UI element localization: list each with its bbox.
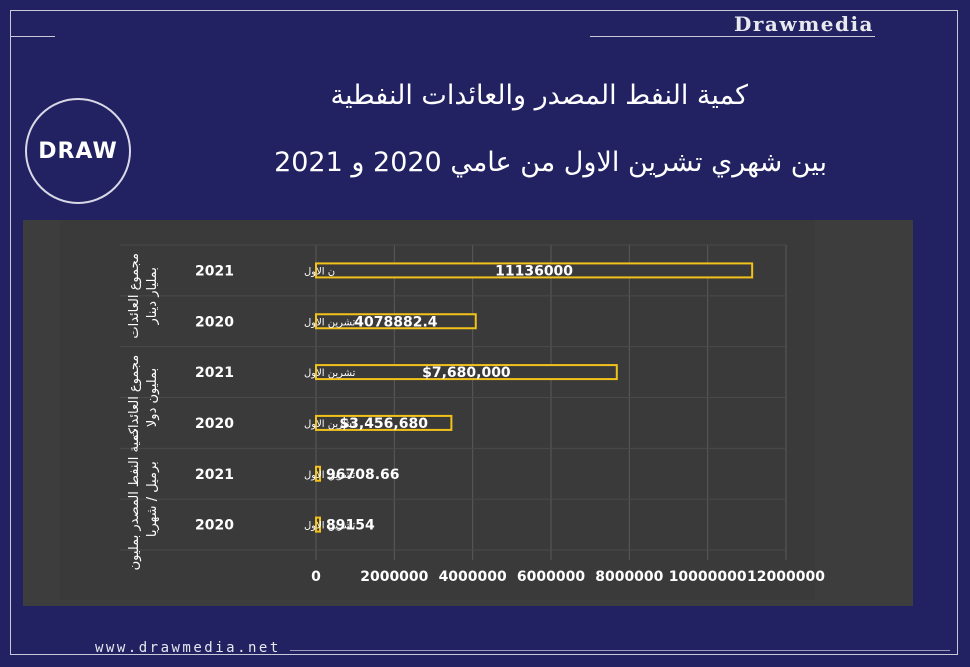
category-year-label: 2021 — [195, 365, 234, 381]
category-year-label: 2021 — [195, 467, 234, 483]
category-month-label: تشرين الاول — [304, 470, 356, 481]
data-label: $3,456,680 — [339, 416, 428, 432]
chart-subtitle: بين شهري تشرين الاول من عامي 2020 و 2021 — [274, 147, 827, 178]
bar — [315, 313, 477, 330]
category-year-label: 2020 — [195, 314, 234, 330]
data-label: 11136000 — [495, 263, 573, 279]
group-label: بمليار دينار — [145, 267, 160, 325]
category-month-label: تشرين الاول — [304, 419, 356, 430]
x-tick-label: 0 — [311, 569, 321, 585]
group-label: برميل / شهريا — [145, 461, 160, 537]
group-label: كمية النفط المصدر بمليون — [127, 427, 142, 570]
category-month-label: ن الاول — [304, 266, 335, 277]
x-tick-label: 2000000 — [360, 569, 428, 585]
draw-logo: DRAW — [25, 98, 131, 204]
footer-rule — [290, 650, 950, 651]
group-label: مجموع العائدات — [127, 355, 142, 441]
group-label: بمليون دولا — [145, 368, 160, 427]
bar — [315, 364, 618, 381]
category-year-label: 2021 — [195, 263, 234, 279]
x-tick-label: 12000000 — [747, 569, 825, 585]
page-frame — [10, 10, 958, 655]
data-label: 89154 — [326, 518, 375, 534]
logo-mark: DRAW — [38, 138, 118, 164]
bar — [315, 262, 754, 279]
chart-plot-area — [60, 220, 815, 600]
data-label: $7,680,000 — [422, 365, 511, 381]
x-tick-label: 6000000 — [517, 569, 585, 585]
category-year-label: 2020 — [195, 416, 234, 432]
category-month-label: تشرين الاول — [304, 317, 356, 328]
chart-title: كمية النفط المصدر والعائدات النفطية — [330, 80, 748, 111]
bar — [315, 414, 453, 431]
chart-panel — [23, 220, 913, 606]
header-rule-left — [10, 36, 55, 37]
category-month-label: تشرين الاول — [304, 368, 356, 379]
bar — [315, 516, 321, 533]
category-month-label: تشرين الاول — [304, 521, 356, 532]
x-tick-label: 10000000 — [669, 569, 747, 585]
header-rule — [590, 36, 875, 37]
footer-url: www.drawmedia.net — [95, 640, 281, 656]
data-label: 4078882.4 — [354, 314, 438, 330]
category-year-label: 2020 — [195, 518, 234, 534]
bar — [315, 465, 321, 482]
group-label: مجموع العائدات — [127, 253, 142, 339]
x-tick-label: 8000000 — [595, 569, 663, 585]
data-label: 96708.66 — [326, 467, 400, 483]
x-tick-label: 4000000 — [439, 569, 507, 585]
brand-name: Drawmedia — [734, 12, 874, 36]
